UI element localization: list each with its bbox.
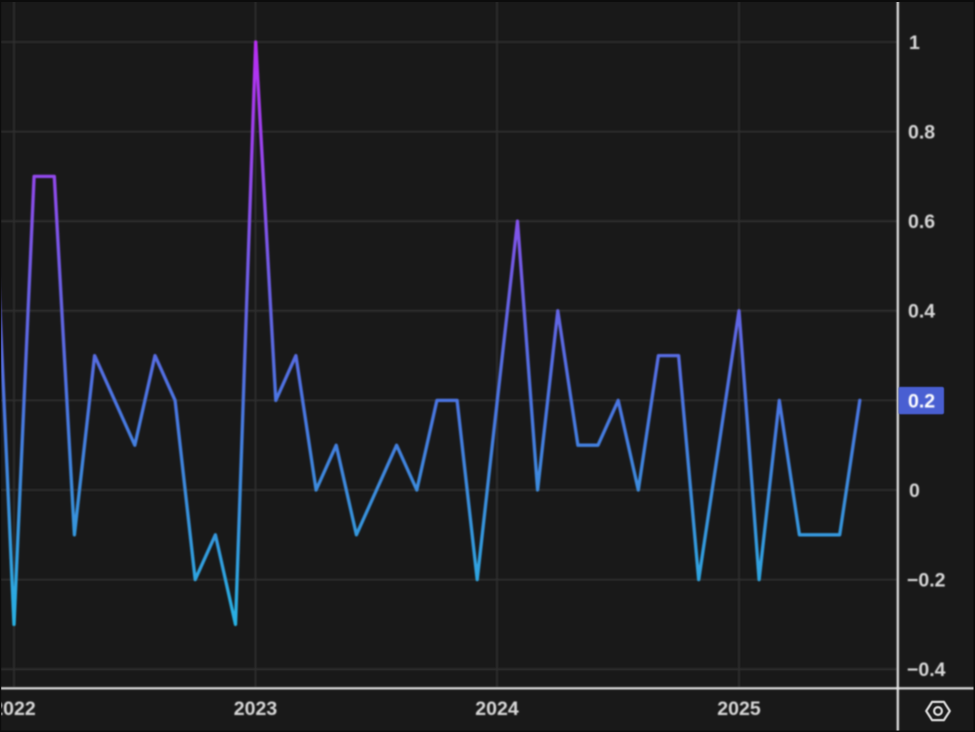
svg-text:−0.4: −0.4 xyxy=(907,659,946,681)
svg-text:2024: 2024 xyxy=(475,698,519,720)
svg-text:−0.2: −0.2 xyxy=(907,570,946,592)
svg-text:1: 1 xyxy=(909,32,920,54)
svg-text:2025: 2025 xyxy=(717,698,761,720)
svg-text:0.6: 0.6 xyxy=(908,211,935,233)
svg-text:0.4: 0.4 xyxy=(908,301,935,323)
svg-text:0.8: 0.8 xyxy=(908,122,935,144)
svg-text:0: 0 xyxy=(909,480,920,502)
svg-text:2023: 2023 xyxy=(234,698,278,720)
svg-text:0.2: 0.2 xyxy=(908,391,935,413)
